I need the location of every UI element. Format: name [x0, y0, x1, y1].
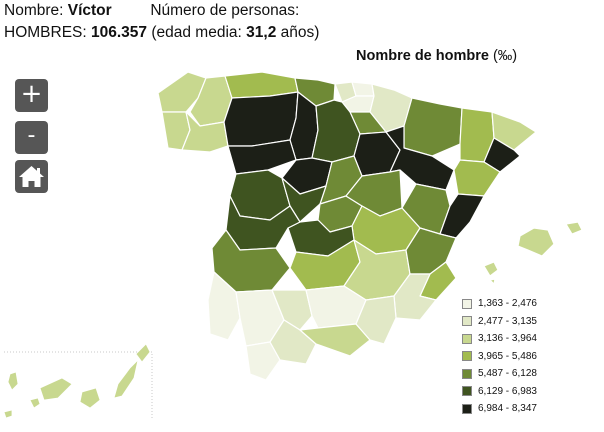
age-suffix: años): [280, 24, 320, 41]
legend-label: 1,363 - 2,476: [478, 298, 537, 310]
legend-row: 5,487 - 6,128: [462, 365, 537, 383]
map-title: Nombre de hombre (‰): [356, 48, 517, 64]
island-gran-canaria[interactable]: [79, 387, 101, 409]
province-huesca[interactable]: [403, 97, 463, 157]
island-mallorca[interactable]: [517, 227, 555, 257]
canary-islands-inset: [3, 343, 153, 420]
name-value: Víctor: [67, 2, 112, 19]
men-label: HOMBRES:: [4, 24, 87, 41]
map-title-text: Nombre de hombre: [356, 48, 489, 64]
home-button[interactable]: [15, 160, 48, 193]
legend-swatch: [462, 298, 472, 309]
home-icon: [19, 166, 44, 187]
province-girona[interactable]: [491, 111, 537, 151]
zoom-out-button[interactable]: -: [15, 121, 48, 154]
age-value: 31,2: [246, 24, 277, 41]
legend-row: 1,363 - 2,476: [462, 295, 537, 313]
island-menorca[interactable]: [565, 221, 583, 235]
legend-row: 6,984 - 8,347: [462, 400, 537, 418]
legend-label: 6,129 - 6,983: [478, 385, 537, 397]
island-ibiza[interactable]: [483, 261, 499, 277]
island-la-gomera[interactable]: [29, 397, 41, 409]
island-tenerife[interactable]: [39, 377, 73, 401]
province-murcia[interactable]: [393, 273, 437, 321]
island-la-palma[interactable]: [7, 371, 19, 391]
province-gipuzkoa[interactable]: [351, 81, 375, 97]
island-fuerteventura[interactable]: [113, 358, 139, 399]
name-label: Nombre:: [4, 2, 64, 19]
island-el-hierro[interactable]: [3, 409, 13, 419]
province-cadiz[interactable]: [245, 341, 281, 381]
legend-row: 2,477 - 3,135: [462, 313, 537, 331]
legend-label: 2,477 - 3,135: [478, 315, 537, 327]
province-barcelona[interactable]: [483, 137, 521, 173]
island-lanzarote[interactable]: [135, 343, 151, 363]
legend-swatch: [462, 333, 472, 344]
count-line: HOMBRES: 106.357 (edad media: 31,2 años): [4, 24, 319, 42]
legend-row: 6,129 - 6,983: [462, 383, 537, 401]
legend-label: 5,487 - 6,128: [478, 368, 537, 380]
zoom-in-button[interactable]: +: [15, 79, 48, 112]
province-almeria[interactable]: [355, 295, 397, 345]
legend: 1,363 - 2,476 2,477 - 3,135 3,136 - 3,964 3…: [462, 295, 537, 418]
persons-label: Número de personas:: [150, 2, 300, 19]
legend-swatch: [462, 368, 472, 379]
legend-label: 3,965 - 5,486: [478, 350, 537, 362]
legend-label: 3,136 - 3,964: [478, 333, 537, 345]
legend-swatch: [462, 386, 472, 397]
province-leon[interactable]: [223, 91, 299, 147]
province-cordoba[interactable]: [271, 289, 313, 331]
age-prefix: (edad media:: [151, 24, 242, 41]
island-formentera[interactable]: [489, 278, 496, 285]
legend-swatch: [462, 351, 472, 362]
legend-label: 6,984 - 8,347: [478, 403, 537, 415]
map-title-unit: (‰): [492, 48, 518, 64]
legend-swatch: [462, 403, 472, 414]
legend-swatch: [462, 316, 472, 327]
legend-row: 3,965 - 5,486: [462, 348, 537, 366]
province-ourense[interactable]: [181, 111, 229, 153]
legend-row: 3,136 - 3,964: [462, 330, 537, 348]
men-value: 106.357: [91, 24, 148, 41]
name-line: Nombre: Víctor Número de personas:: [4, 2, 299, 20]
